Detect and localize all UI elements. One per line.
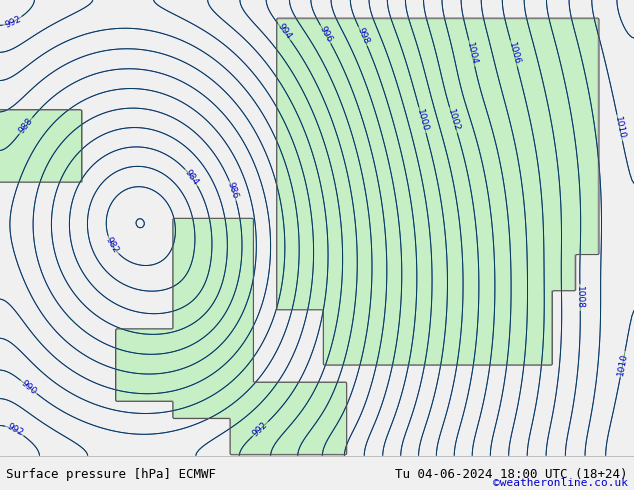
Text: 988: 988 (17, 116, 35, 135)
Text: 998: 998 (355, 26, 370, 46)
Text: ©weatheronline.co.uk: ©weatheronline.co.uk (493, 478, 628, 488)
Text: 984: 984 (183, 168, 200, 187)
Text: 990: 990 (19, 378, 38, 396)
Text: 1006: 1006 (507, 41, 521, 66)
Text: 994: 994 (275, 22, 293, 41)
Text: Tu 04-06-2024 18:00 UTC (18+24): Tu 04-06-2024 18:00 UTC (18+24) (395, 467, 628, 481)
Text: 1000: 1000 (415, 108, 430, 132)
Text: Surface pressure [hPa] ECMWF: Surface pressure [hPa] ECMWF (6, 467, 216, 481)
Text: 982: 982 (104, 236, 120, 255)
Text: 996: 996 (318, 24, 334, 44)
Text: 1010: 1010 (616, 352, 629, 376)
Text: 1004: 1004 (465, 41, 479, 66)
Text: 1010: 1010 (613, 116, 626, 140)
Text: 1002: 1002 (446, 108, 461, 132)
Text: 992: 992 (3, 14, 22, 29)
Text: 1008: 1008 (576, 286, 585, 309)
Text: 986: 986 (226, 181, 240, 200)
Text: 992: 992 (251, 420, 269, 438)
Text: 992: 992 (5, 422, 25, 438)
